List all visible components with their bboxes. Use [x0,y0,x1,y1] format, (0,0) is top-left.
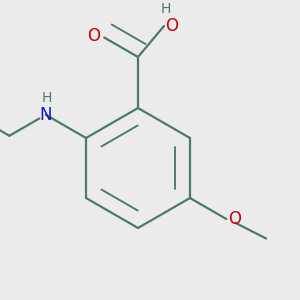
Text: H: H [160,2,171,16]
Text: N: N [40,106,52,124]
Text: H: H [42,91,52,105]
Text: O: O [228,210,241,228]
Text: O: O [166,17,178,35]
Text: O: O [87,27,100,45]
